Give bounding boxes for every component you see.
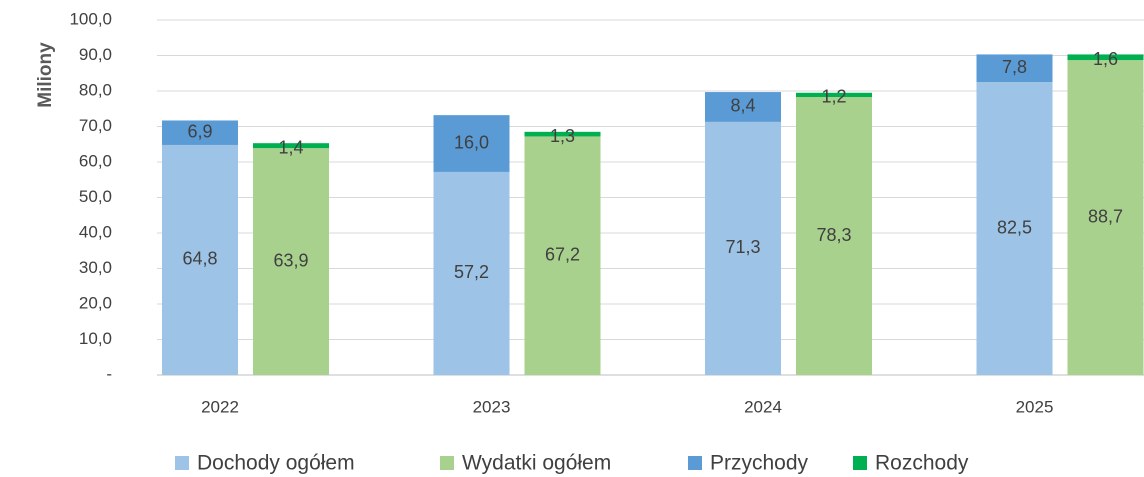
legend-label: Wydatki ogółem bbox=[462, 452, 611, 475]
bar-segment bbox=[524, 136, 601, 375]
x-tick-label: 2023 bbox=[473, 397, 511, 416]
data-label: 16,0 bbox=[454, 132, 489, 152]
y-tick-label: 80,0 bbox=[79, 80, 112, 99]
y-tick-label: 10,0 bbox=[79, 329, 112, 348]
bar-segment bbox=[253, 148, 329, 375]
bar-segment bbox=[705, 92, 781, 122]
y-tick-label: 60,0 bbox=[79, 151, 112, 170]
y-tick-label: 70,0 bbox=[79, 116, 112, 135]
data-label: 88,7 bbox=[1088, 206, 1123, 226]
data-label: 67,2 bbox=[545, 244, 580, 264]
bar-segment bbox=[976, 82, 1053, 375]
bar-segment bbox=[1067, 60, 1144, 376]
bar-segment bbox=[162, 144, 238, 375]
data-label: 8,4 bbox=[730, 96, 755, 116]
legend-swatch bbox=[688, 456, 702, 470]
legend-label: Rozchody bbox=[875, 452, 969, 475]
legend-swatch bbox=[853, 456, 867, 470]
x-tick-label: 2024 bbox=[744, 397, 782, 416]
data-label: 6,9 bbox=[187, 121, 212, 141]
bar-segment bbox=[253, 143, 329, 149]
bar-segment bbox=[524, 131, 601, 137]
legend-label: Dochody ogółem bbox=[197, 452, 355, 475]
bar-segment bbox=[433, 115, 510, 172]
legend-label: Przychody bbox=[710, 452, 809, 475]
data-label: 71,3 bbox=[725, 237, 760, 257]
bar-segment bbox=[976, 54, 1053, 83]
data-label: 1,4 bbox=[278, 137, 303, 157]
y-tick-label: - bbox=[106, 364, 112, 383]
legend-swatch bbox=[175, 456, 189, 470]
data-label: 57,2 bbox=[454, 262, 489, 282]
legend-swatch bbox=[440, 456, 454, 470]
bar-segment bbox=[162, 120, 238, 145]
data-label: 1,3 bbox=[550, 126, 575, 146]
data-label: 1,6 bbox=[1093, 49, 1118, 69]
x-tick-label: 2025 bbox=[1016, 397, 1054, 416]
y-tick-label: 40,0 bbox=[79, 222, 112, 241]
y-tick-label: 50,0 bbox=[79, 187, 112, 206]
y-tick-label: 20,0 bbox=[79, 293, 112, 312]
bar-segment bbox=[1067, 54, 1144, 61]
bar-segment bbox=[796, 92, 872, 98]
y-tick-label: 100,0 bbox=[69, 9, 112, 28]
data-label: 78,3 bbox=[816, 225, 851, 245]
bar-segment bbox=[796, 97, 872, 375]
data-label: 63,9 bbox=[273, 250, 308, 270]
data-label: 64,8 bbox=[182, 249, 217, 269]
y-tick-label: 30,0 bbox=[79, 258, 112, 277]
bar-segment bbox=[433, 171, 510, 375]
data-label: 1,2 bbox=[821, 87, 846, 107]
x-tick-label: 2022 bbox=[201, 397, 239, 416]
y-axis-title: Miliony bbox=[35, 42, 56, 108]
bar-segment bbox=[705, 121, 781, 375]
data-label: 82,5 bbox=[997, 217, 1032, 237]
y-tick-label: 90,0 bbox=[79, 45, 112, 64]
data-label: 7,8 bbox=[1002, 57, 1027, 77]
